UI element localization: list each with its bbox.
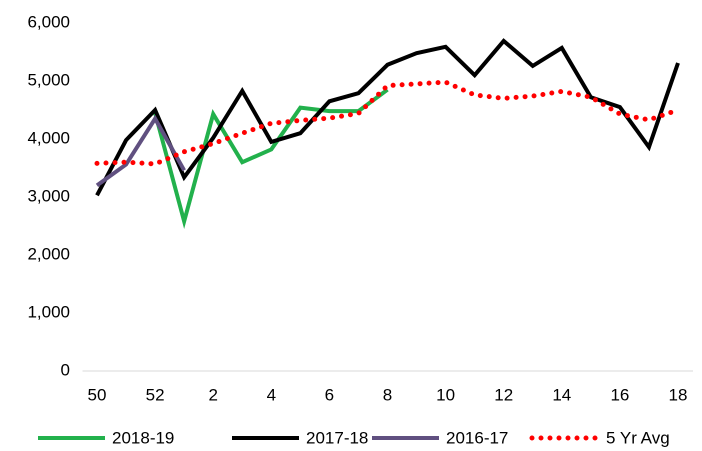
y-tick-label: 2,000 <box>27 244 70 263</box>
y-tick-label: 4,000 <box>27 128 70 147</box>
x-tick-label: 8 <box>383 385 392 404</box>
series-line <box>153 88 389 230</box>
x-tick-label: 6 <box>325 385 334 404</box>
x-tick-label: 12 <box>494 385 513 404</box>
legend-label: 5 Yr Avg <box>606 428 670 447</box>
series-line <box>94 79 681 167</box>
series-line <box>95 38 680 197</box>
y-tick-label: 6,000 <box>27 12 70 31</box>
x-tick-label: 16 <box>610 385 629 404</box>
y-tick-label: 5,000 <box>27 70 70 89</box>
x-tick-label: 18 <box>669 385 688 404</box>
y-tick-label: 0 <box>61 360 70 379</box>
series-line <box>95 114 186 188</box>
y-tick-label: 1,000 <box>27 302 70 321</box>
x-tick-label: 14 <box>552 385 571 404</box>
legend-label: 2017-18 <box>306 428 368 447</box>
y-tick-label: 3,000 <box>27 186 70 205</box>
legend-label: 2018-19 <box>112 428 174 447</box>
legend-label: 2016-17 <box>446 428 508 447</box>
x-tick-label: 4 <box>267 385 276 404</box>
x-tick-label: 52 <box>146 385 165 404</box>
x-tick-label: 10 <box>436 385 455 404</box>
x-tick-label: 50 <box>88 385 107 404</box>
x-tick-label: 2 <box>208 385 217 404</box>
